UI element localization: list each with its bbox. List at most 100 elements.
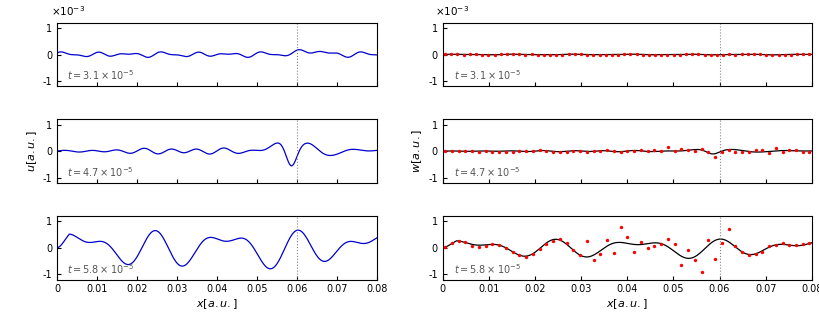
Text: $t = 3.1\times10^{-5}$: $t = 3.1\times10^{-5}$ [67, 69, 134, 83]
Point [561, 52, 574, 57]
Point [617, 52, 630, 57]
Point [468, 52, 482, 57]
Point [716, 52, 729, 57]
Point [654, 149, 667, 154]
Point [518, 52, 532, 57]
Point [623, 52, 636, 57]
Point [674, 147, 687, 152]
Text: $t = 5.8\times10^{-5}$: $t = 5.8\times10^{-5}$ [454, 262, 520, 276]
Point [741, 149, 754, 154]
Point [607, 148, 620, 153]
Point [721, 227, 734, 232]
Point [672, 52, 686, 57]
Point [641, 52, 654, 58]
Point [593, 252, 606, 257]
Point [492, 242, 505, 247]
Text: $t = 5.8\times10^{-5}$: $t = 5.8\times10^{-5}$ [67, 262, 133, 276]
Point [748, 251, 761, 256]
Point [451, 149, 464, 154]
Point [445, 149, 458, 154]
Point [519, 254, 532, 259]
Point [519, 149, 532, 154]
Point [472, 149, 485, 154]
Point [485, 150, 498, 155]
Point [647, 148, 660, 153]
Point [559, 241, 572, 246]
Point [654, 52, 667, 57]
Point [753, 52, 766, 57]
Point [539, 148, 552, 153]
Point [741, 252, 754, 257]
Point [478, 149, 491, 154]
Point [633, 240, 646, 245]
Point [459, 240, 472, 245]
Point [553, 150, 566, 155]
Point [714, 241, 727, 246]
Point [762, 243, 775, 248]
Point [444, 52, 457, 57]
Point [438, 52, 451, 57]
Point [532, 148, 545, 153]
Point [771, 52, 785, 57]
Point [740, 52, 753, 57]
Point [536, 52, 550, 58]
Point [492, 149, 505, 154]
Point [607, 250, 620, 255]
Point [485, 241, 498, 247]
Point [451, 239, 464, 244]
Y-axis label: $u[a.u.]$: $u[a.u.]$ [25, 130, 38, 172]
Point [775, 149, 788, 154]
Point [524, 52, 537, 57]
Point [701, 238, 714, 243]
Point [648, 52, 661, 58]
Point [795, 149, 808, 154]
Point [728, 52, 741, 57]
X-axis label: $x[a.u.]$: $x[a.u.]$ [605, 297, 648, 311]
Point [465, 148, 478, 153]
Point [784, 52, 797, 57]
Point [531, 52, 544, 57]
Point [687, 149, 700, 154]
Point [687, 258, 700, 263]
Point [572, 148, 586, 153]
Point [586, 148, 600, 153]
Point [789, 242, 802, 247]
Point [549, 52, 562, 57]
Point [781, 148, 794, 153]
Point [728, 243, 741, 248]
Point [765, 52, 778, 57]
Point [660, 144, 673, 149]
Point [755, 250, 768, 255]
Point [647, 243, 660, 249]
Point [681, 247, 694, 253]
Point [526, 148, 539, 153]
Point [613, 150, 627, 155]
Point [580, 150, 593, 155]
Point [748, 147, 761, 152]
Point [572, 252, 586, 257]
Point [539, 241, 552, 247]
Point [566, 247, 579, 253]
Point [555, 52, 568, 57]
Point [758, 52, 771, 57]
Point [802, 240, 815, 245]
Point [592, 52, 605, 57]
Point [600, 238, 613, 243]
Point [802, 52, 815, 57]
Point [463, 52, 476, 57]
Text: $t = 4.7\times10^{-5}$: $t = 4.7\times10^{-5}$ [454, 165, 520, 179]
Point [438, 245, 451, 250]
Point [586, 258, 600, 263]
Point [640, 246, 654, 251]
Point [499, 149, 512, 154]
Point [666, 52, 679, 57]
Point [755, 147, 768, 152]
Point [487, 52, 500, 57]
Point [789, 148, 802, 153]
Point [505, 149, 518, 154]
Point [629, 52, 642, 57]
Point [472, 244, 485, 250]
Point [660, 52, 673, 57]
Point [611, 52, 624, 57]
Point [545, 149, 559, 154]
